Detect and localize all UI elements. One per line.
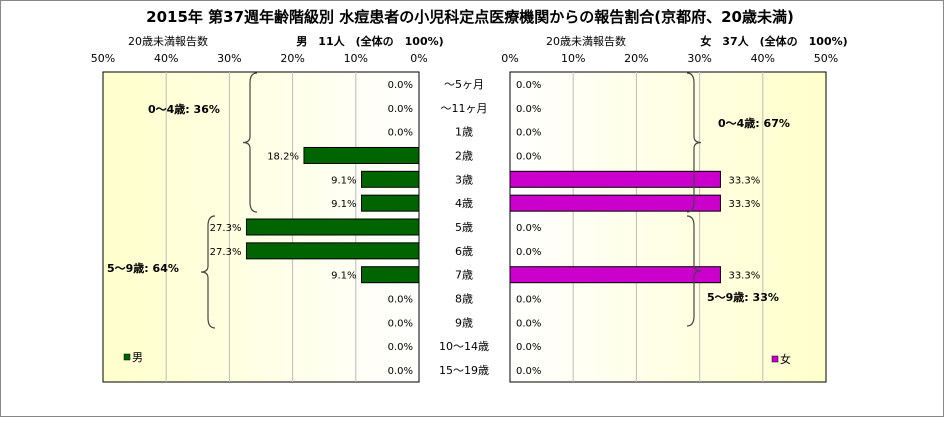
chart-marks: 50% 40% 30% 20% 10% 0% 0% 10% 20% 30% 40% 50% 0.0% 0.… [91, 52, 838, 382]
male-value-label: 27.3% [210, 247, 242, 258]
age-category-label: 〜11ヶ月 [441, 102, 488, 115]
age-category-label: 1歳 [455, 126, 473, 139]
age-category-label: 7歳 [455, 269, 473, 282]
male-tick-label: 50% [91, 52, 115, 65]
female-value-label: 0.0% [516, 366, 541, 377]
female-legend-swatch [771, 355, 779, 363]
bracket-label-male-0-4: 0〜4歳: 36% [148, 102, 220, 116]
bracket-label-female-5-9: 5〜9歳: 33% [707, 290, 779, 304]
age-group-bracket [686, 72, 702, 213]
male-bar [360, 194, 420, 212]
bracket-label-male-5-9: 5〜9歳: 64% [107, 261, 179, 275]
female-tick-label: 20% [624, 52, 648, 65]
female-value-label: 33.3% [728, 271, 760, 282]
male-value-label: 18.2% [267, 151, 299, 162]
male-legend-swatch [123, 353, 131, 361]
female-value-label: 0.0% [516, 128, 541, 139]
female-bar [509, 170, 721, 188]
age-group-bracket [200, 215, 216, 329]
male-value-label: 0.0% [388, 318, 413, 329]
male-value-label: 0.0% [388, 104, 413, 115]
female-value-label: 33.3% [728, 199, 760, 210]
age-category-label: 2歳 [455, 149, 473, 162]
female-value-label: 0.0% [516, 295, 541, 306]
female-value-label: 0.0% [516, 104, 541, 115]
female-value-label: 0.0% [516, 247, 541, 258]
male-value-label: 0.0% [388, 366, 413, 377]
female-value-label: 0.0% [516, 318, 541, 329]
age-category-label: 5歳 [455, 221, 473, 234]
female-value-label: 0.0% [516, 151, 541, 162]
male-tick-label: 40% [154, 52, 178, 65]
female-tick-label: 30% [687, 52, 711, 65]
female-value-label: 0.0% [516, 342, 541, 353]
female-tick-label: 50% [814, 52, 838, 65]
left-summary: 男 11人 (全体の 100%) [296, 34, 443, 48]
male-value-label: 9.1% [331, 271, 356, 282]
male-value-label: 0.0% [388, 295, 413, 306]
female-value-label: 0.0% [516, 80, 541, 91]
right-count-label: 20歳未満報告数 [546, 35, 626, 48]
male-tick-label: 30% [217, 52, 241, 65]
male-tick-label: 10% [344, 52, 368, 65]
chart-title: 2015年 第37週年齢階級別 水痘患者の小児科定点医療機関からの報告割合(京都… [146, 8, 794, 26]
female-bar [509, 194, 721, 212]
male-legend-label: 男 [132, 351, 143, 364]
female-value-label: 33.3% [728, 175, 760, 186]
age-group-bracket [686, 215, 702, 327]
age-category-label: 10〜14歳 [439, 340, 489, 353]
male-bar [360, 266, 420, 284]
left-count-label: 20歳未満報告数 [128, 35, 208, 48]
male-value-label: 0.0% [388, 342, 413, 353]
age-category-label: 8歳 [455, 293, 473, 306]
age-group-bracket [242, 72, 258, 213]
male-value-label: 0.0% [388, 80, 413, 91]
male-bar [245, 242, 420, 260]
age-category-label: 4歳 [455, 197, 473, 210]
male-bar [303, 146, 420, 164]
male-value-label: 9.1% [331, 175, 356, 186]
bracket-label-female-0-4: 0〜4歳: 67% [718, 116, 790, 130]
age-category-label: 15〜19歳 [439, 364, 489, 377]
female-plot-area [509, 71, 827, 383]
female-bar [509, 266, 721, 284]
right-summary: 女 37人 (全体の 100%) [700, 34, 847, 48]
age-category-label: 6歳 [455, 245, 473, 258]
male-tick-label: 20% [280, 52, 304, 65]
female-value-label: 0.0% [516, 223, 541, 234]
male-value-label: 9.1% [331, 199, 356, 210]
male-value-label: 0.0% [388, 128, 413, 139]
female-legend-label: 女 [780, 352, 791, 366]
female-tick-label: 0% [501, 52, 518, 65]
age-category-label: 3歳 [455, 173, 473, 186]
age-category-label: 9歳 [455, 316, 473, 329]
female-tick-label: 10% [561, 52, 585, 65]
age-category-label: 〜5ヶ月 [444, 78, 484, 91]
male-tick-label: 0% [410, 52, 427, 65]
male-bar [245, 218, 420, 236]
female-tick-label: 40% [751, 52, 775, 65]
male-bar [360, 170, 420, 188]
male-value-label: 27.3% [210, 223, 242, 234]
